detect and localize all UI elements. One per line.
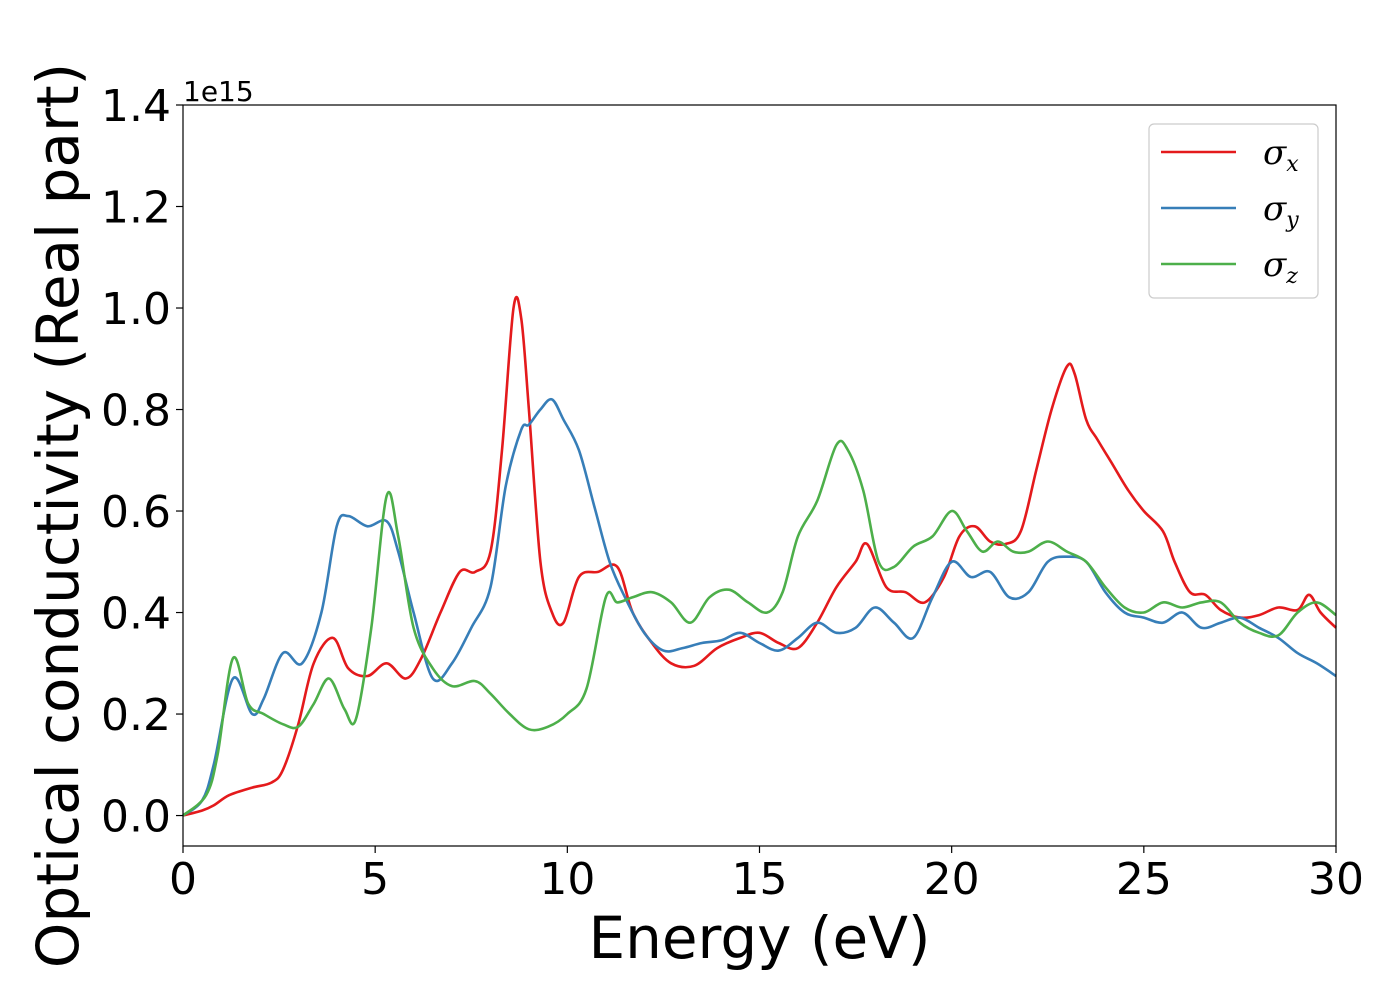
y-axis-title: Optical conductivity (Real part) [24,63,92,968]
y-tick-label: 0.0 [101,792,171,843]
x-axis-title: Energy (eV) [588,904,930,972]
x-tick-label: 5 [361,854,389,905]
series-line-sigma-y [182,397,1337,817]
y-offset-text: 1e15 [183,75,254,108]
x-tick-label: 10 [539,854,595,905]
x-tick-label: 25 [1116,854,1172,905]
y-tick-label: 1.2 [101,183,171,234]
x-tick-label: 15 [732,854,788,905]
x-tick-label: 20 [924,854,980,905]
legend-label-sigma-y: σy [1263,189,1299,233]
y-tick-label: 0.8 [101,386,171,437]
y-tick-label: 0.2 [101,690,171,741]
y-tick-label: 0.4 [101,589,171,640]
axis-ticks: 0 5 10 15 20 25 30 0.0 0.2 0.4 0.6 0.8 1.0 1.2 1.4 [101,81,1364,905]
plot-frame [182,104,1337,847]
series-line-sigma-z [182,439,1337,817]
series-lines [182,295,1337,817]
x-tick-label: 30 [1308,854,1364,905]
legend-box [1148,123,1319,299]
y-tick-label: 1.0 [101,284,171,335]
legend-label-sigma-z: σz [1263,245,1298,289]
y-tick-label: 1.4 [101,81,171,132]
y-tick-label: 0.6 [101,487,171,538]
series-line-sigma-x [182,295,1337,817]
x-tick-label: 0 [169,854,197,905]
legend: σx σy σz [1148,123,1319,299]
legend-label-sigma-x: σx [1263,133,1299,177]
